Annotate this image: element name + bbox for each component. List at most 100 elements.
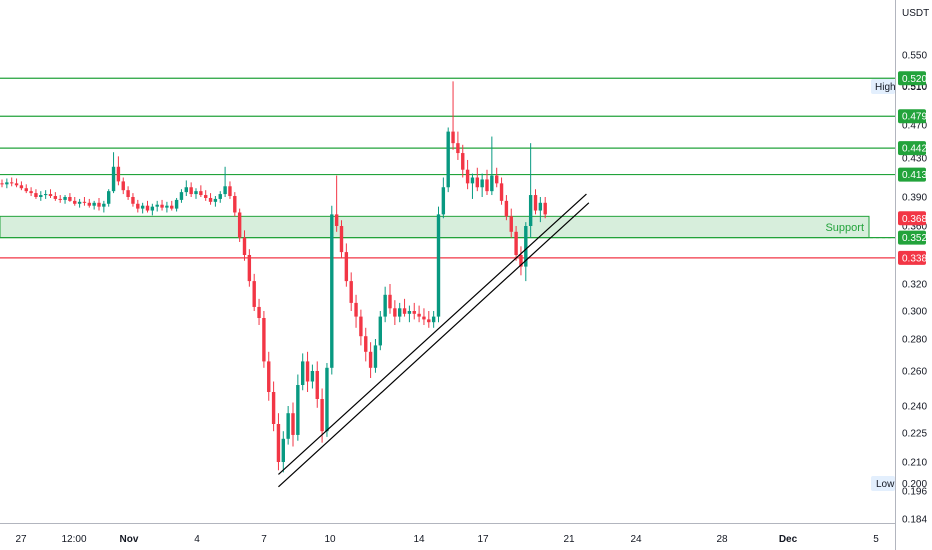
candle: [412, 302, 416, 320]
candle: [349, 272, 353, 311]
candle: [485, 169, 489, 196]
trendline: [278, 202, 590, 488]
candle: [499, 177, 504, 205]
svg-text:0.520: 0.520: [902, 74, 927, 85]
candle: [136, 199, 140, 213]
candle: [490, 136, 494, 196]
svg-text:0.413: 0.413: [902, 170, 927, 181]
candle: [174, 197, 179, 212]
price-tag: 0.479: [898, 109, 927, 124]
y-tick-label: 0.430: [902, 154, 927, 165]
x-tick-label: 24: [630, 534, 642, 545]
candle: [271, 381, 276, 432]
trendline: [278, 193, 587, 475]
candle: [204, 190, 208, 201]
candle: [495, 167, 499, 188]
candle: [431, 311, 436, 328]
x-tick-label: 10: [324, 534, 336, 545]
y-tick-label: 0.390: [902, 193, 927, 204]
candle: [393, 300, 397, 325]
x-tick-label: 21: [563, 534, 575, 545]
y-tick-label: 0.184: [902, 515, 927, 526]
high-value: 0.510: [902, 82, 927, 93]
price-tag: 0.413: [898, 167, 927, 182]
candle: [208, 193, 213, 205]
candle: [315, 361, 319, 408]
candle: [276, 413, 281, 471]
candle: [126, 186, 130, 200]
candle: [364, 327, 368, 362]
candle: [102, 200, 106, 213]
candle: [87, 198, 91, 208]
candle: [368, 342, 373, 378]
candle: [320, 388, 324, 443]
candle: [189, 182, 193, 197]
candle: [524, 222, 528, 282]
candle: [92, 200, 96, 210]
candle: [310, 364, 315, 389]
candle: [533, 189, 538, 215]
price-tag: 0.520: [898, 71, 927, 86]
candle: [39, 191, 43, 201]
y-tick-label: 0.320: [902, 280, 927, 291]
level-price-tags: 0.520 0.479 0.442 0.413 0.352 0.338 0.368: [898, 71, 927, 265]
candle: [519, 246, 523, 276]
x-tick-label: 12:00: [61, 534, 86, 545]
x-tick-label: 14: [413, 534, 425, 545]
candle: [150, 203, 155, 216]
candle: [344, 243, 349, 287]
svg-text:0.479: 0.479: [902, 112, 927, 123]
candle: [213, 196, 218, 207]
candle: [24, 184, 28, 194]
y-tick-label: 0.280: [902, 335, 927, 346]
candle: [291, 402, 295, 447]
support-zone[interactable]: [0, 215, 870, 239]
x-tick-label: 27: [15, 534, 27, 545]
svg-text:0.442: 0.442: [902, 144, 927, 155]
candle: [43, 190, 48, 199]
price-tag: 0.338: [898, 250, 927, 265]
candle: [19, 181, 24, 191]
candle: [417, 305, 421, 323]
candle: [407, 305, 412, 323]
y-tick-label: 0.260: [902, 367, 927, 378]
y-tick-label: 0.360: [902, 222, 927, 233]
low-marker: Low 0.200: [871, 476, 927, 491]
x-tick-label: Dec: [779, 534, 798, 545]
candle: [509, 208, 513, 238]
candle: [465, 159, 470, 190]
candle: [14, 178, 19, 188]
candle: [528, 143, 533, 238]
candle: [383, 286, 387, 323]
candle: [398, 302, 402, 323]
candle: [10, 177, 14, 187]
candle: [116, 156, 121, 186]
x-tick-label: 28: [716, 534, 728, 545]
trendlines[interactable]: [278, 193, 590, 488]
candle: [538, 197, 543, 223]
candle: [155, 200, 159, 212]
candle: [184, 180, 188, 197]
candle: [34, 189, 38, 199]
candle: [286, 406, 290, 445]
y-tick-label: 0.240: [902, 402, 927, 413]
x-tick-label: 5: [873, 534, 879, 545]
candle: [247, 249, 252, 287]
svg-text:0.338: 0.338: [902, 253, 927, 264]
candle: [543, 197, 547, 219]
candle: [470, 173, 475, 199]
candle: [237, 208, 242, 242]
candle: [402, 298, 407, 317]
x-tick-label: Nov: [120, 534, 139, 545]
high-label: High: [875, 82, 896, 93]
price-tag: 0.368: [898, 211, 927, 226]
candle: [262, 311, 266, 368]
y-tick-label: 0.550: [902, 51, 927, 62]
candle: [296, 374, 300, 441]
candle: [388, 284, 392, 314]
candle: [131, 193, 135, 207]
candle: [354, 294, 358, 328]
candle: [325, 363, 329, 437]
candle: [5, 178, 9, 189]
